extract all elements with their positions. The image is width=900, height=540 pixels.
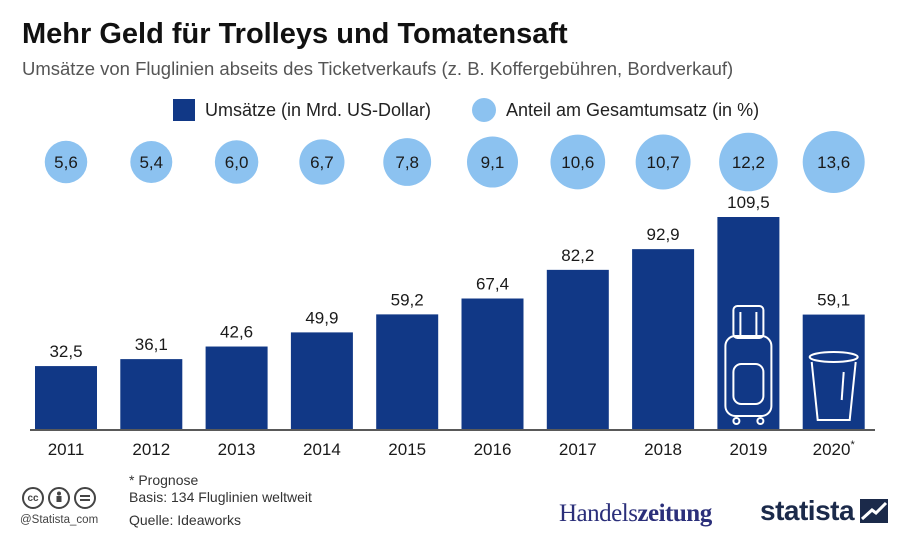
x-tick-label: 2018 (644, 440, 682, 459)
x-tick-label: 2020* (813, 439, 856, 459)
no-derivatives-icon (74, 487, 96, 509)
x-tick-label: 2012 (132, 440, 170, 459)
x-tick-label: 2015 (388, 440, 426, 459)
bar-value-label: 82,2 (561, 246, 594, 265)
legend-swatch-bars (173, 99, 195, 121)
bar (461, 298, 524, 429)
share-circle (550, 134, 606, 190)
share-circle (299, 139, 345, 185)
x-tick-label: 2019 (729, 440, 767, 459)
share-circle (802, 131, 865, 193)
bar (290, 332, 353, 429)
share-circle (383, 138, 432, 186)
share-circle (130, 141, 173, 183)
legend-item-bars: Umsätze (in Mrd. US-Dollar) (173, 96, 431, 124)
share-circle (44, 140, 88, 184)
bar (205, 346, 268, 429)
cup-icon (808, 351, 859, 421)
handelszeitung-logo: Handelszeitung (559, 500, 712, 527)
footnote-basis: Basis: 134 Fluglinien weltweit (129, 489, 312, 505)
share-label: 7,8 (395, 153, 419, 172)
x-tick-label: 2016 (474, 440, 512, 459)
bar-value-label: 67,4 (476, 275, 509, 294)
statista-logo: statista (760, 495, 889, 527)
x-tick-label: 2017 (559, 440, 597, 459)
bar-value-label: 92,9 (647, 225, 680, 244)
bar-value-label: 59,2 (391, 290, 424, 309)
legend-item-circles: Anteil am Gesamtumsatz (in %) (472, 96, 759, 124)
x-tick-label: 2011 (48, 440, 85, 459)
bar (717, 217, 780, 429)
share-label: 13,6 (817, 153, 850, 172)
bar-value-label: 32,5 (49, 342, 82, 361)
chart-subtitle: Umsätze von Fluglinien abseits des Ticke… (22, 58, 734, 79)
share-circle (635, 134, 691, 190)
attribution-icon (48, 487, 70, 509)
suitcase-icon (724, 305, 773, 425)
bar-value-label: 49,9 (305, 308, 338, 327)
share-label: 6,7 (310, 153, 334, 172)
license-icons: cc (22, 487, 96, 509)
share-circle (719, 132, 778, 192)
legend-swatch-circles (472, 98, 496, 122)
share-label: 9,1 (481, 153, 505, 172)
bar-value-label: 42,6 (220, 323, 253, 342)
bar (546, 269, 609, 429)
share-circle (466, 136, 519, 188)
x-tick-label: 2014 (303, 440, 341, 459)
footnote-source: Quelle: Ideaworks (129, 512, 242, 528)
bar (35, 366, 97, 429)
creative-commons-icon: cc (22, 487, 44, 509)
bar (120, 359, 183, 429)
bar (632, 249, 695, 429)
chart-title: Mehr Geld für Trolleys und Tomatensaft (22, 18, 568, 50)
legend-label-bars: Umsätze (in Mrd. US-Dollar) (205, 99, 432, 120)
bar-value-label: 36,1 (135, 335, 168, 354)
statista-logo-icon (860, 499, 889, 523)
share-label: 12,2 (732, 153, 765, 172)
share-label: 10,6 (561, 153, 594, 172)
bar-value-label: 59,1 (817, 291, 850, 310)
bar (376, 314, 439, 429)
share-label: 5,6 (54, 153, 78, 172)
bar-value-label: 109,5 (727, 193, 770, 212)
statista-handle: @Statista_com (20, 514, 99, 526)
share-label: 5,4 (139, 153, 163, 172)
share-label: 10,7 (647, 153, 680, 172)
x-tick-label: 2013 (218, 440, 256, 459)
footnote-prognose: * Prognose (129, 472, 199, 488)
share-label: 6,0 (225, 153, 249, 172)
share-circle (214, 140, 259, 184)
legend-label-circles: Anteil am Gesamtumsatz (in %) (506, 99, 760, 120)
